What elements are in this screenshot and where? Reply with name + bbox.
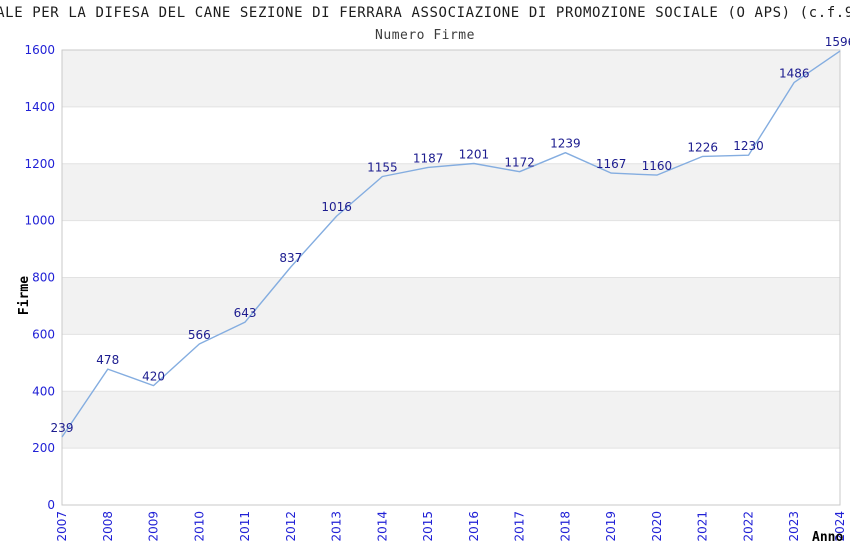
data-point-label: 1230 [733,139,764,153]
plot-band [62,163,840,221]
data-point-label: 478 [96,353,119,367]
y-tick-label: 200 [32,441,55,455]
x-tick-label: 2015 [421,511,435,542]
x-tick-label: 2012 [284,511,298,542]
plot-band [62,277,840,335]
x-axis-title: Anno [812,530,843,545]
x-tick-label: 2023 [787,511,801,542]
y-tick-label: 400 [32,384,55,398]
data-point-label: 1596 [825,35,850,49]
y-axis-title: Firme [17,276,32,315]
y-tick-label: 1200 [24,157,55,171]
x-tick-label: 2020 [650,511,664,542]
data-point-label: 1155 [367,161,398,175]
x-tick-label: 2014 [375,511,389,542]
data-point-label: 1486 [779,66,810,80]
data-point-label: 1172 [504,156,535,170]
x-tick-label: 2017 [513,511,527,542]
plot-border [61,49,841,506]
data-point-label: 1160 [642,159,673,173]
y-tick-label: 1400 [24,100,55,114]
x-tick-label: 2024 [833,511,847,542]
data-point-label: 1167 [596,157,627,171]
x-tick-label: 2019 [604,511,618,542]
x-tick-label: 2008 [101,511,115,542]
x-tick-label: 2021 [696,511,710,542]
data-point-label: 837 [279,251,302,265]
y-tick-label: 800 [32,271,55,285]
x-tick-label: 2013 [330,511,344,542]
data-point-label: 239 [51,421,74,435]
x-tick-label: 2018 [558,511,572,542]
x-tick-label: 2010 [192,511,206,542]
plot-band [62,50,840,107]
x-tick-label: 2009 [147,511,161,542]
y-tick-label: 1000 [24,214,55,228]
y-tick-label: 0 [47,498,55,512]
data-point-label: 1016 [321,200,352,214]
x-tick-label: 2011 [238,511,252,542]
data-point-label: 1226 [687,140,718,154]
series-line [61,50,841,438]
chart-subtitle: Numero Firme [375,28,475,43]
x-tick-label: 2007 [55,511,69,542]
data-point-label: 566 [188,328,211,342]
data-point-label: 643 [234,306,257,320]
chart-title: ALE PER LA DIFESA DEL CANE SEZIONE DI FE… [0,5,850,21]
data-point-label: 1187 [413,151,444,165]
y-tick-label: 1600 [24,43,55,57]
data-point-label: 1239 [550,137,581,151]
y-tick-label: 600 [32,327,55,341]
plot-band [62,391,840,449]
x-tick-label: 2016 [467,511,481,542]
data-point-label: 420 [142,370,165,384]
data-point-label: 1201 [459,147,490,161]
x-tick-label: 2022 [741,511,755,542]
